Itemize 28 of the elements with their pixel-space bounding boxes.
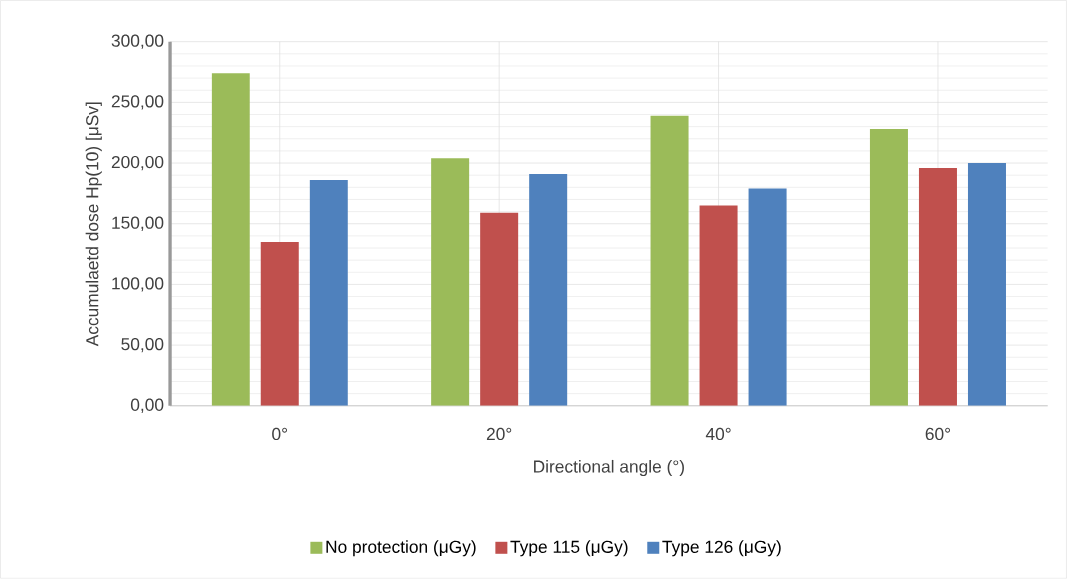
bar [918,167,957,406]
x-tick-label: 0° [272,427,288,441]
bar [431,158,470,406]
y-tick-label: 200,00 [111,155,164,171]
bar [211,73,250,406]
legend-label: Type 126 (μGy) [662,540,781,557]
bar [748,188,787,406]
bar [699,205,738,406]
x-tick-label: 40° [705,427,731,441]
bar [967,163,1006,406]
y-tick-label: 300,00 [111,34,164,49]
y-tick-label: 150,00 [112,216,164,231]
x-tick-label: 20° [486,427,512,441]
bar [650,115,689,406]
x-tick-label: 60° [925,427,951,441]
y-tick-label: 0,00 [130,398,164,414]
bar [260,242,299,406]
x-axis-title: Directional angle (°) [534,460,684,477]
legend-label: No protection (μGy) [326,540,476,557]
y-tick-label: 250,00 [111,95,164,110]
bar [869,129,908,406]
bar [480,212,519,406]
bar [309,180,348,406]
bar [529,174,568,406]
legend-label: Type 115 (μGy) [510,540,628,557]
y-tick-label: 100,00 [112,277,164,292]
y-tick-label: 50,00 [121,338,164,353]
y-axis-title: Accumulaetd dose Hp(10) [μSv] [85,102,102,347]
